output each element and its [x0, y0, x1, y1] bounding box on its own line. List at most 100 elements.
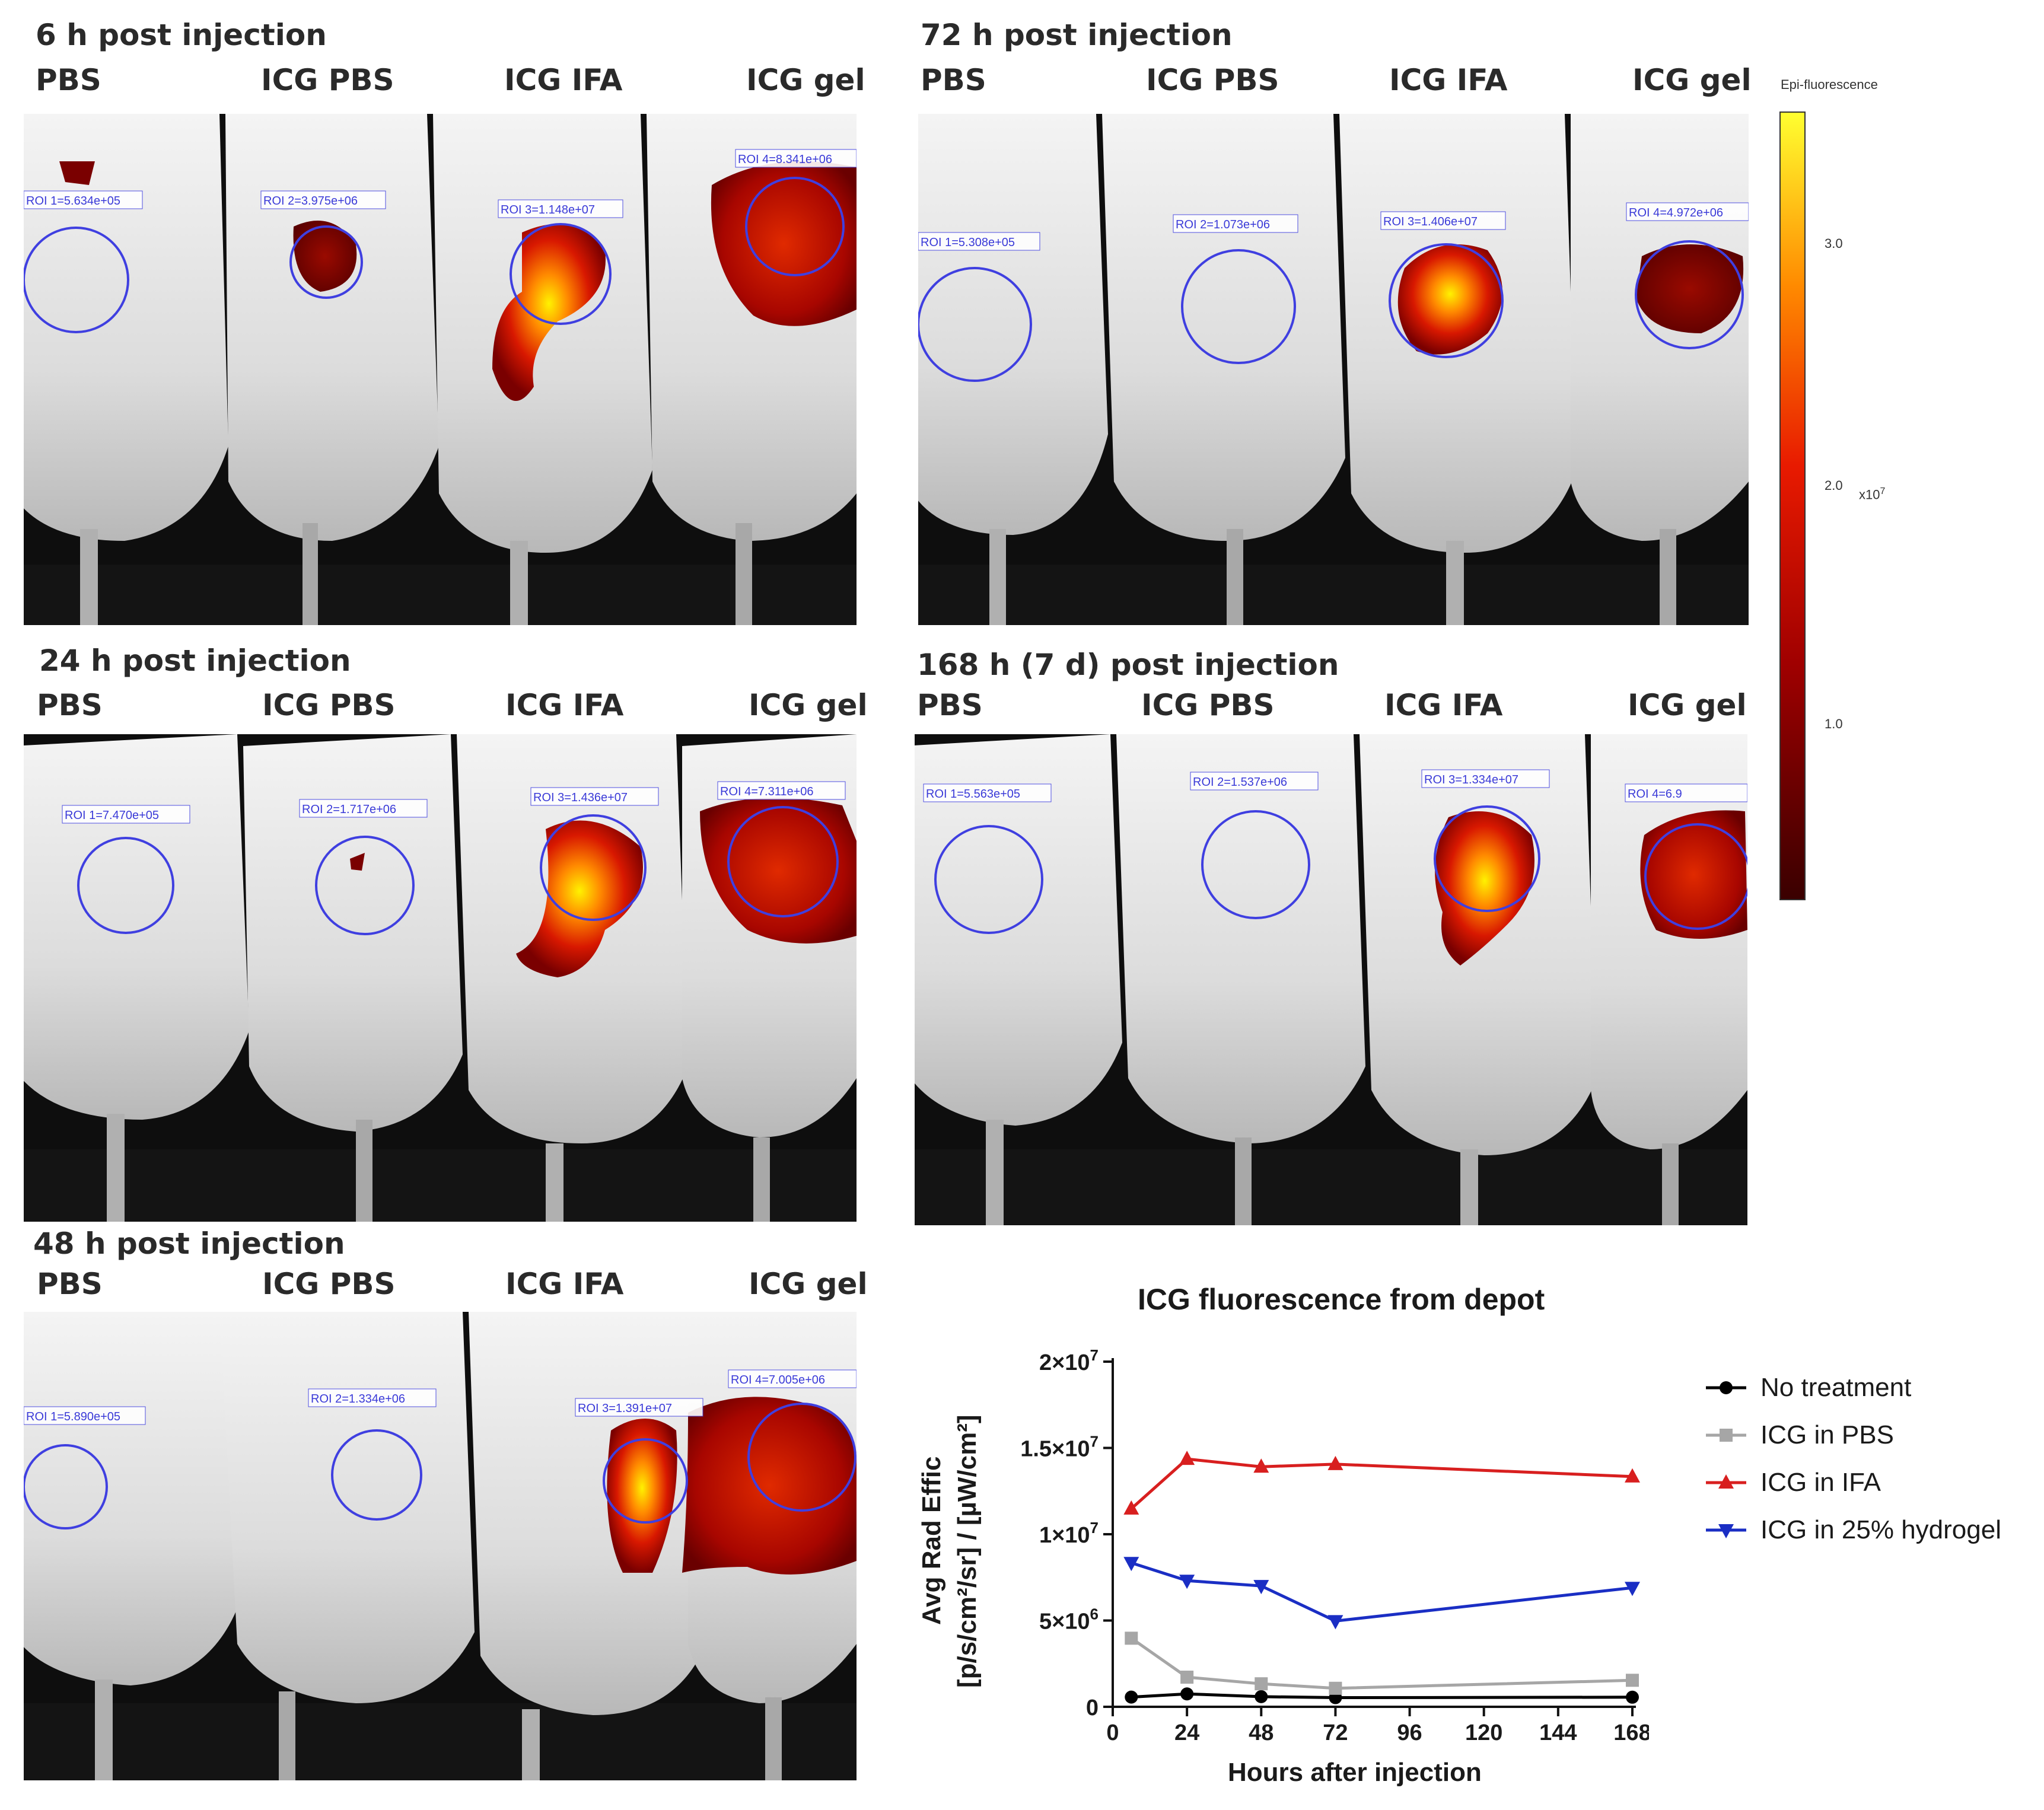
legend-item-icg-in-ifa: ICG in IFA	[1702, 1459, 2001, 1506]
roi-label: ROI 4=7.311e+06	[720, 785, 814, 798]
data-point-icg-in-pbs	[1180, 1671, 1194, 1684]
imaging-panel-72h: ROI 1=5.308e+05 ROI 2=1.073e+06 ROI 3=1.…	[918, 114, 1749, 625]
x-tick-label: 120	[1465, 1720, 1502, 1745]
colorbar-tick: 3.0	[1825, 236, 1843, 251]
legend-label: ICG in PBS	[1760, 1420, 1894, 1449]
x-tick-label: 144	[1539, 1720, 1577, 1745]
x-tick-label: 48	[1249, 1720, 1273, 1745]
roi-label: ROI 1=5.634e+05	[26, 195, 120, 208]
data-point-no-treatment	[1626, 1690, 1639, 1704]
x-tick-label: 0	[1106, 1720, 1119, 1745]
legend-swatch	[1706, 1524, 1746, 1538]
legend-label: No treatment	[1760, 1373, 1912, 1402]
legend-swatch	[1706, 1381, 1746, 1394]
data-point-icg-in-pbs	[1125, 1631, 1138, 1645]
roi-label: ROI 4=7.005e+06	[731, 1374, 825, 1387]
data-point-icg-in-25-hydrogel	[1123, 1557, 1139, 1572]
panel-title-6h: 6 h post injection	[36, 18, 327, 52]
legend-marker	[1720, 1381, 1733, 1394]
group-label-icg-pbs: ICG PBS	[1141, 688, 1275, 722]
legend-item-icg-in-pbs: ICG in PBS	[1702, 1411, 2001, 1459]
roi-label: ROI 3=1.148e+07	[501, 203, 595, 216]
data-point-icg-in-pbs	[1626, 1674, 1639, 1687]
y-tick-label: 1×107	[1039, 1519, 1099, 1548]
x-tick-label: 24	[1174, 1720, 1199, 1745]
group-label-icg-gel: ICG gel	[1632, 63, 1752, 97]
group-label-icg-ifa: ICG IFA	[505, 688, 624, 722]
data-point-icg-in-ifa	[1327, 1455, 1343, 1470]
imaging-panel-6h: ROI 1=5.634e+05 ROI 2=3.975e+06 ROI 3=1.…	[24, 114, 857, 625]
data-point-icg-in-ifa	[1123, 1500, 1139, 1515]
legend-label: ICG in IFA	[1760, 1468, 1881, 1497]
legend-swatch	[1706, 1429, 1746, 1442]
roi-label: ROI 3=1.334e+07	[1424, 773, 1518, 786]
series-line-icg-in-ifa	[1130, 1457, 1633, 1510]
roi-label: ROI 1=5.890e+05	[26, 1410, 120, 1423]
data-point-icg-in-25-hydrogel	[1625, 1582, 1640, 1597]
chart-title: ICG fluorescence from depot	[1138, 1283, 1545, 1316]
legend-marker	[1720, 1429, 1733, 1442]
x-tick-label: 96	[1397, 1720, 1422, 1745]
data-point-no-treatment	[1125, 1690, 1138, 1704]
colorbar	[1779, 111, 1806, 900]
group-label-icg-gel: ICG gel	[749, 1267, 868, 1301]
legend-swatch	[1706, 1474, 1746, 1489]
series-line-icg-in-pbs	[1130, 1637, 1633, 1690]
x-tick-label: 72	[1323, 1720, 1348, 1745]
group-label-icg-pbs: ICG PBS	[262, 688, 396, 722]
legend-marker	[1718, 1524, 1734, 1538]
group-label-icg-pbs: ICG PBS	[262, 1267, 396, 1301]
roi-label: ROI 3=1.406e+07	[1383, 215, 1478, 228]
group-label-icg-ifa: ICG IFA	[1389, 63, 1508, 97]
group-label-pbs: PBS	[37, 688, 103, 722]
data-point-no-treatment	[1180, 1687, 1194, 1701]
group-label-icg-ifa: ICG IFA	[505, 1267, 624, 1301]
data-point-no-treatment	[1255, 1690, 1268, 1703]
roi-label: ROI 2=1.537e+06	[1193, 776, 1287, 789]
roi-label: ROI 2=1.717e+06	[302, 803, 396, 816]
data-point-icg-in-25-hydrogel	[1327, 1615, 1343, 1630]
roi-label: ROI 4=8.341e+06	[738, 153, 832, 166]
y-tick-label: 0	[1086, 1696, 1099, 1720]
colorbar-tick: 2.0	[1825, 478, 1843, 493]
group-label-pbs: PBS	[36, 63, 101, 97]
colorbar-title: Epi-fluorescence	[1781, 77, 1878, 92]
imaging-panel-24h: ROI 1=7.470e+05 ROI 2=1.717e+06 ROI 3=1.…	[24, 734, 857, 1222]
group-label-icg-ifa: ICG IFA	[1384, 688, 1503, 722]
group-label-icg-pbs: ICG PBS	[261, 63, 394, 97]
colorbar-tick: 1.0	[1825, 716, 1843, 731]
data-point-icg-in-25-hydrogel	[1179, 1575, 1195, 1589]
group-label-icg-pbs: ICG PBS	[1146, 63, 1279, 97]
roi-label: ROI 1=5.563e+05	[926, 788, 1020, 801]
data-point-icg-in-ifa	[1253, 1458, 1269, 1473]
data-point-icg-in-ifa	[1625, 1468, 1640, 1483]
roi-label: ROI 2=1.073e+06	[1176, 218, 1270, 231]
roi-label: ROI 1=5.308e+05	[921, 236, 1015, 249]
panel-title-48h: 48 h post injection	[33, 1226, 345, 1261]
series-line-icg-in-25-hydrogel	[1131, 1561, 1633, 1623]
series-line-no-treatment	[1131, 1692, 1633, 1700]
data-point-icg-in-pbs	[1255, 1677, 1268, 1691]
roi-label: ROI 1=7.470e+05	[65, 809, 159, 822]
roi-label: ROI 4=4.972e+06	[1629, 206, 1723, 219]
legend-marker	[1718, 1474, 1734, 1489]
y-tick-label: 2×107	[1039, 1346, 1099, 1375]
group-label-pbs: PBS	[921, 63, 986, 97]
legend-label: ICG in 25% hydrogel	[1760, 1515, 2001, 1544]
roi-label: ROI 3=1.391e+07	[578, 1402, 672, 1415]
group-label-icg-gel: ICG gel	[746, 63, 865, 97]
chart-legend: No treatment ICG in PBS ICG in IFA ICG in 2…	[1702, 1364, 2001, 1554]
imaging-panel-48h: ROI 1=5.890e+05 ROI 2=1.334e+06 ROI 3=1.…	[24, 1312, 857, 1780]
colorbar-exponent: x107	[1859, 486, 1886, 502]
roi-label: ROI 3=1.436e+07	[533, 791, 628, 804]
chart-xlabel: Hours after injection	[1228, 1758, 1482, 1787]
x-tick-label: 168	[1613, 1720, 1649, 1745]
roi-label: ROI 4=6.9	[1628, 788, 1682, 801]
panel-title-168h: 168 h (7 d) post injection	[917, 648, 1339, 682]
group-label-pbs: PBS	[917, 688, 983, 722]
roi-label: ROI 2=1.334e+06	[311, 1392, 405, 1406]
data-point-icg-in-pbs	[1329, 1681, 1342, 1695]
group-label-icg-ifa: ICG IFA	[504, 63, 623, 97]
data-point-icg-in-ifa	[1179, 1451, 1195, 1465]
group-label-pbs: PBS	[37, 1267, 103, 1301]
